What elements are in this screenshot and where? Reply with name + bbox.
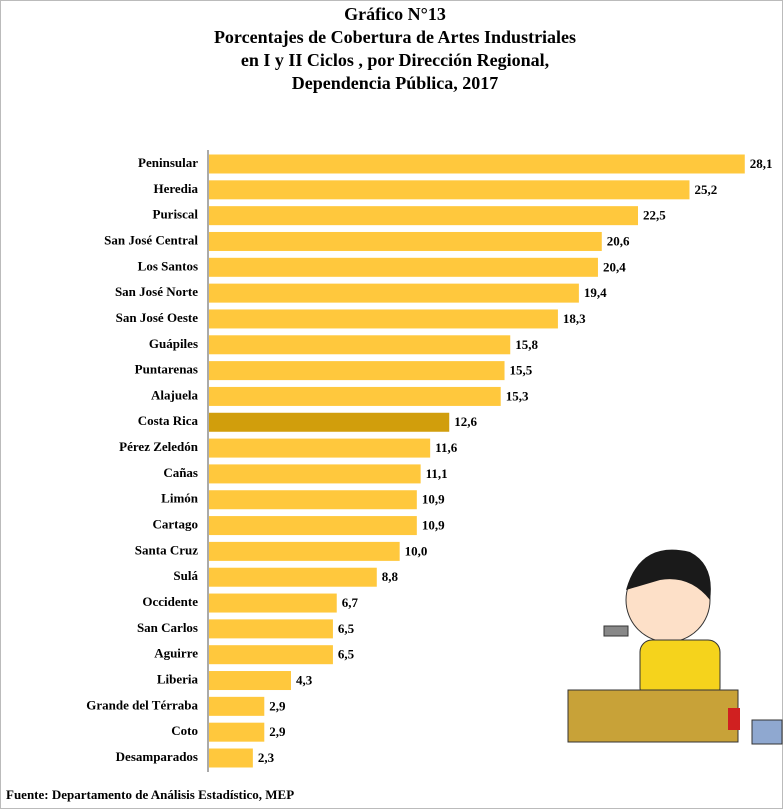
data-label: 6,5	[338, 621, 355, 636]
source-note: Fuente: Departamento de Análisis Estadís…	[6, 787, 294, 802]
data-label: 15,5	[510, 363, 533, 378]
bar	[209, 309, 558, 329]
y-tick-label: Puntarenas	[135, 362, 198, 377]
data-label: 6,5	[338, 647, 355, 662]
bar	[209, 748, 253, 768]
chart-title: Porcentajes de Cobertura de Artes Indust…	[214, 27, 576, 47]
bar	[209, 619, 333, 639]
bar	[209, 671, 291, 691]
y-tick-label: Los Santos	[138, 258, 198, 273]
data-label: 12,6	[454, 414, 477, 429]
y-tick-label: Puriscal	[153, 207, 199, 222]
bar	[209, 154, 745, 174]
data-label: 6,7	[342, 595, 359, 610]
chart-title: Gráfico N°13	[344, 4, 446, 24]
y-tick-label: Aguirre	[154, 646, 198, 661]
data-label: 11,1	[426, 466, 448, 481]
data-label: 8,8	[382, 569, 399, 584]
bar	[209, 257, 598, 277]
bar	[209, 464, 421, 484]
data-label: 18,3	[563, 311, 586, 326]
data-label: 10,9	[422, 492, 445, 507]
data-label: 4,3	[296, 673, 313, 688]
y-tick-label: Liberia	[157, 672, 199, 687]
bar	[209, 438, 431, 458]
y-tick-label: Santa Cruz	[135, 542, 198, 557]
chart-title: en I y II Ciclos , por Dirección Regiona…	[241, 50, 549, 70]
y-tick-label: Sulá	[173, 568, 198, 583]
data-label: 10,0	[405, 543, 428, 558]
data-label: 11,6	[435, 440, 458, 455]
data-label: 20,4	[603, 259, 626, 274]
y-tick-label: Guápiles	[149, 336, 198, 351]
y-tick-label: Grande del Térraba	[86, 697, 198, 712]
bar	[209, 231, 602, 251]
y-tick-label: San José Oeste	[116, 310, 199, 325]
y-tick-label: Coto	[171, 723, 198, 738]
y-tick-label: Alajuela	[151, 387, 198, 402]
y-tick-label: Costa Rica	[138, 413, 199, 428]
bar	[209, 722, 265, 742]
data-label: 19,4	[584, 285, 607, 300]
chart-title: Dependencia Pública, 2017	[292, 73, 499, 93]
bar	[209, 541, 400, 561]
bar	[209, 593, 337, 613]
y-tick-label: San José Central	[104, 232, 198, 247]
data-label: 2,9	[269, 698, 286, 713]
bar	[209, 386, 501, 406]
y-tick-label: Heredia	[153, 181, 198, 196]
bar	[209, 696, 265, 716]
y-tick-label: Occidente	[142, 594, 198, 609]
bar	[209, 645, 333, 665]
y-tick-label: Cartago	[153, 517, 199, 532]
illustration	[567, 549, 783, 745]
bar	[209, 206, 638, 226]
y-tick-label: Pérez Zeledón	[119, 439, 199, 454]
y-tick-label: Desamparados	[116, 749, 198, 764]
data-label: 2,3	[258, 750, 275, 765]
y-tick-label: Cañas	[163, 465, 198, 480]
data-label: 28,1	[750, 156, 773, 171]
bar	[209, 180, 690, 200]
bar	[209, 490, 417, 510]
bar	[209, 283, 579, 303]
y-tick-label: San Carlos	[137, 620, 198, 635]
bar	[209, 361, 505, 381]
y-tick-label: San José Norte	[115, 284, 198, 299]
y-tick-label: Limón	[161, 491, 199, 506]
data-label: 15,8	[515, 337, 538, 352]
data-label: 10,9	[422, 518, 445, 533]
data-label: 25,2	[694, 182, 717, 197]
bar	[209, 567, 377, 587]
data-label: 20,6	[607, 233, 630, 248]
bar	[209, 335, 511, 355]
y-tick-label: Peninsular	[138, 155, 198, 170]
data-label: 2,9	[269, 724, 286, 739]
bar	[209, 412, 450, 432]
data-label: 15,3	[506, 388, 529, 403]
bar	[209, 516, 417, 536]
data-label: 22,5	[643, 208, 666, 223]
